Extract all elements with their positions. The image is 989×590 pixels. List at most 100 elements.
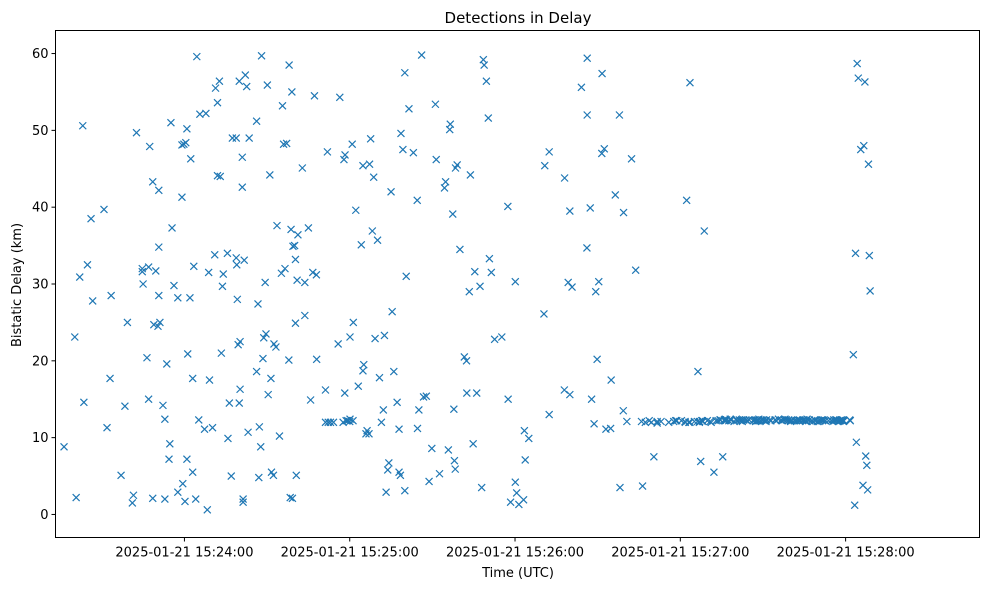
data-point: [619, 406, 628, 415]
data-point: [591, 287, 600, 296]
data-point: [165, 439, 174, 448]
x-tick-label: 2025-01-21 15:24:00: [115, 546, 253, 561]
data-point: [323, 147, 332, 156]
data-point: [476, 282, 484, 291]
data-point: [154, 291, 163, 300]
data-point: [400, 486, 409, 495]
data-point: [466, 170, 475, 179]
data-point: [341, 151, 349, 159]
data-point: [87, 214, 95, 223]
data-point: [414, 406, 423, 414]
data-point: [304, 223, 313, 232]
data-point: [289, 242, 297, 251]
data-point: [389, 367, 398, 376]
y-axis-ticks: 0 10 20 30 40 50 60: [32, 47, 56, 523]
data-point: [165, 455, 173, 464]
data-point: [417, 51, 426, 60]
data-point: [379, 406, 388, 414]
data-point: [292, 471, 301, 480]
data-point: [852, 438, 861, 447]
data-point: [284, 356, 293, 364]
data-point: [395, 425, 403, 434]
data-point: [321, 386, 330, 394]
data-point: [519, 495, 528, 504]
data-point: [191, 495, 200, 504]
data-point: [294, 230, 302, 239]
data-point: [238, 183, 247, 192]
data-point: [435, 469, 444, 478]
data-point: [285, 61, 294, 69]
data-point: [178, 141, 186, 149]
data-point: [383, 465, 392, 474]
data-point: [451, 465, 460, 474]
data-point: [682, 196, 691, 205]
data-point: [233, 295, 242, 304]
data-point: [83, 260, 92, 269]
data-point: [446, 120, 455, 129]
data-point: [398, 145, 407, 154]
data-point: [155, 318, 164, 327]
data-point: [181, 497, 189, 506]
data-point: [278, 101, 287, 110]
data-point: [455, 245, 464, 254]
data-point: [261, 278, 270, 287]
data-point: [236, 385, 245, 394]
data-point: [256, 442, 265, 451]
data-point: [293, 276, 302, 285]
data-point: [138, 267, 147, 276]
data-point: [269, 471, 278, 480]
data-point: [477, 483, 486, 492]
data-point: [194, 416, 203, 424]
data-point: [257, 51, 266, 60]
data-point: [449, 405, 458, 414]
data-point: [298, 164, 307, 172]
data-point: [587, 395, 596, 404]
data-point: [224, 434, 232, 443]
data-point: [359, 360, 368, 369]
data-point: [622, 417, 631, 426]
data-point: [232, 260, 241, 269]
data-point: [167, 118, 175, 127]
data-point: [469, 439, 478, 448]
data-point: [160, 495, 169, 504]
data-point: [695, 417, 704, 426]
data-point: [441, 177, 450, 186]
data-point: [853, 59, 862, 68]
data-point: [159, 401, 167, 410]
data-point: [144, 395, 153, 404]
data-point: [189, 262, 198, 271]
data-point: [72, 493, 81, 502]
data-point: [431, 100, 440, 109]
data-point: [453, 161, 462, 169]
data-point: [335, 93, 344, 102]
data-point: [590, 419, 599, 428]
y-axis-label: Bistatic Delay (km): [10, 223, 25, 347]
data-point: [540, 161, 549, 170]
data-point: [694, 367, 702, 376]
data-point: [326, 418, 335, 427]
data-point: [349, 318, 358, 327]
data-point: [300, 278, 309, 287]
data-point: [218, 282, 227, 291]
data-point: [560, 386, 569, 394]
data-point: [600, 144, 609, 153]
data-point: [511, 277, 520, 286]
data-point: [854, 74, 863, 83]
data-point: [504, 395, 513, 404]
data-point: [123, 318, 132, 327]
data-point: [821, 416, 830, 425]
data-point: [863, 485, 872, 494]
data-point: [143, 353, 151, 362]
data-point: [154, 186, 163, 195]
data-point: [107, 291, 116, 300]
data-point: [241, 71, 250, 79]
data-point: [238, 153, 247, 162]
data-point: [594, 277, 603, 286]
data-point: [432, 155, 441, 164]
data-point: [413, 196, 422, 205]
data-point: [565, 207, 574, 215]
data-point: [409, 148, 418, 157]
data-point: [577, 83, 586, 92]
data-point: [484, 114, 493, 122]
